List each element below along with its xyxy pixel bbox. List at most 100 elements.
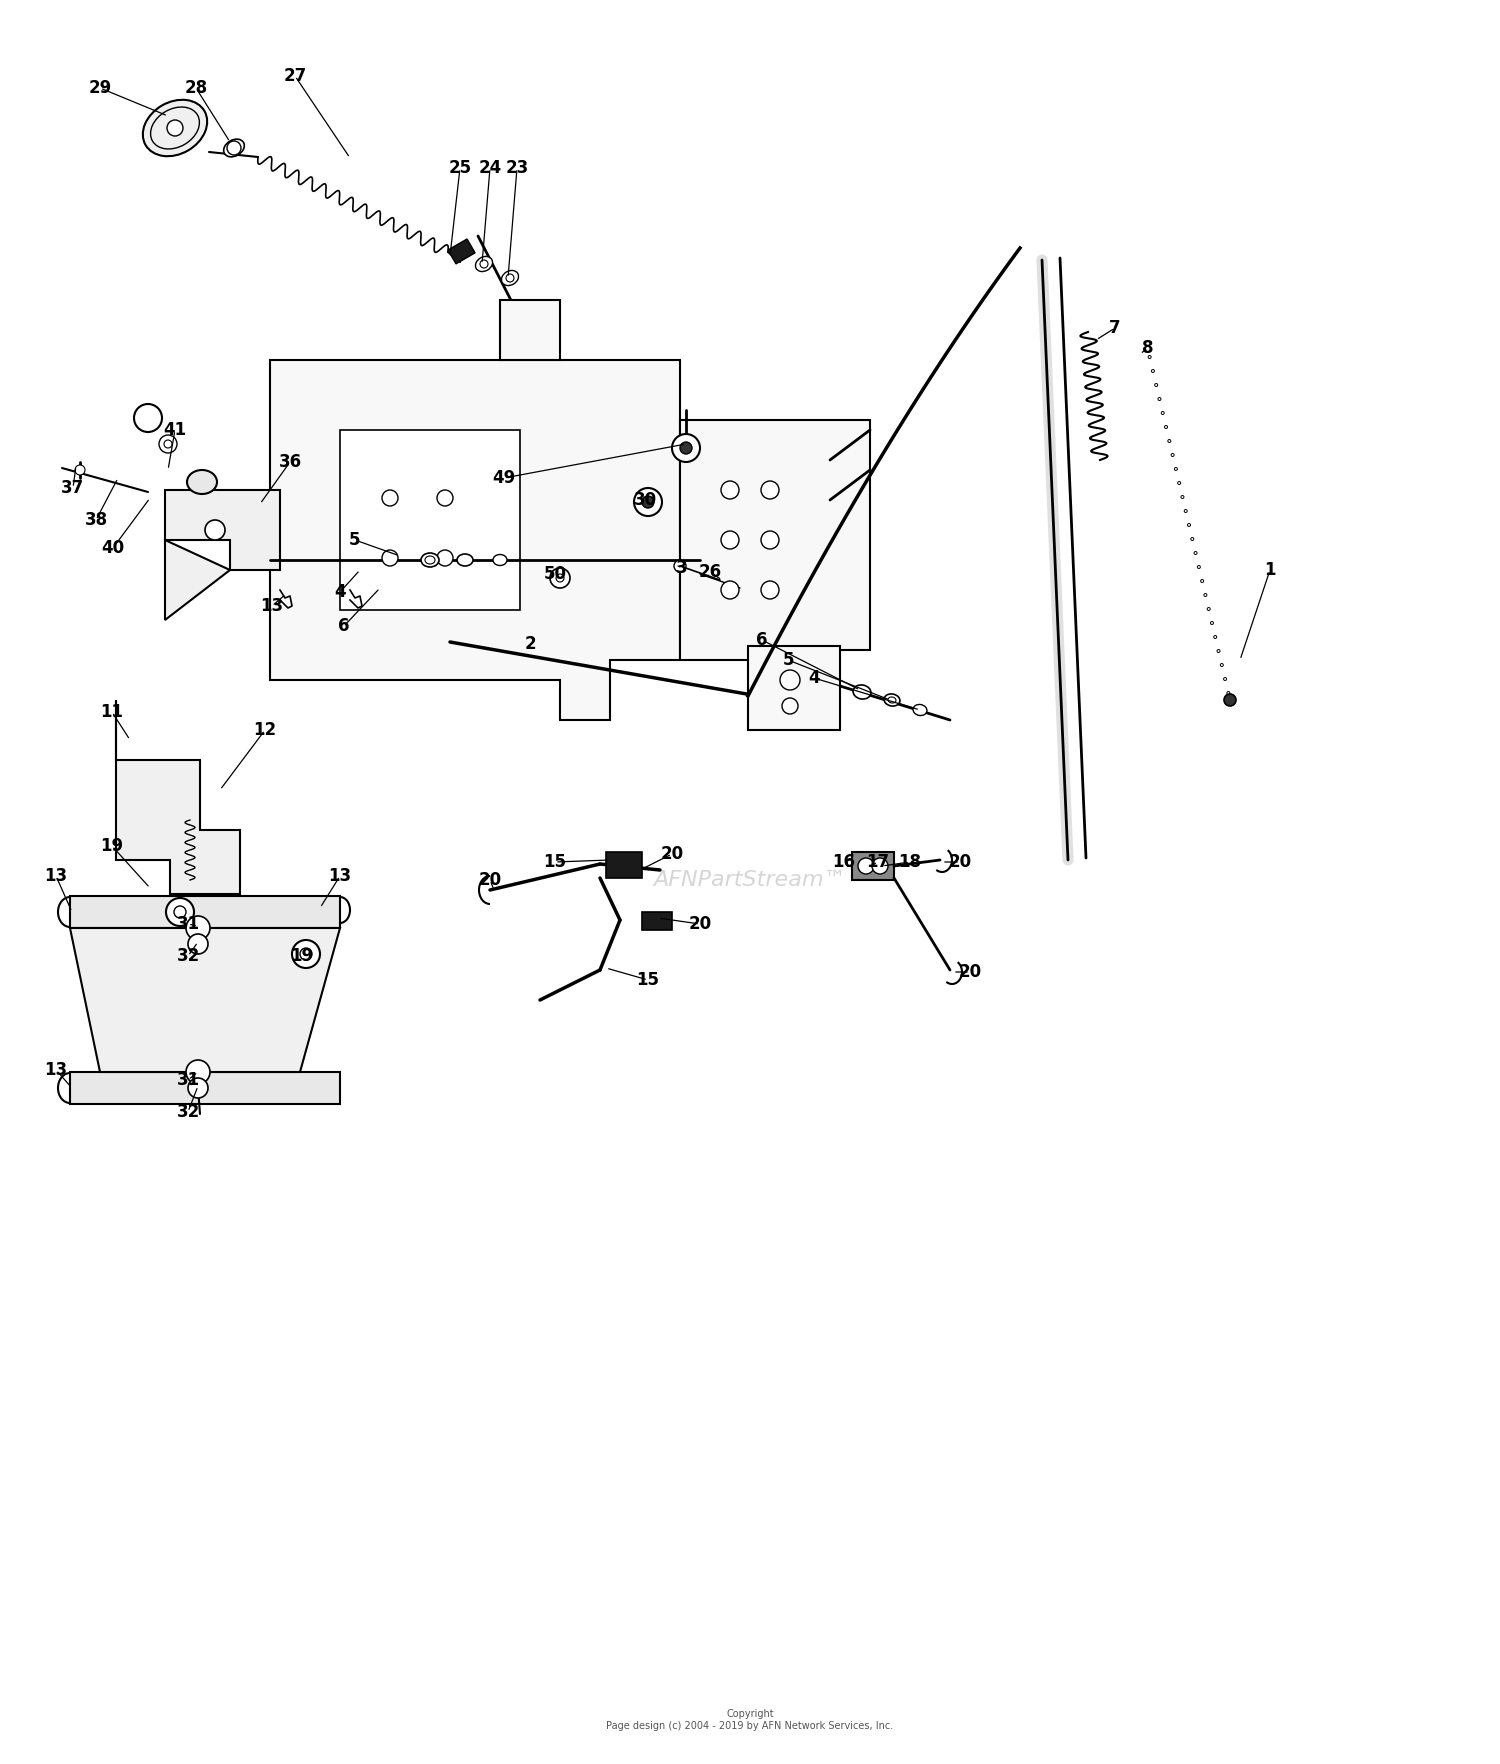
Text: 15: 15 [636,970,660,990]
Text: 20: 20 [958,963,981,981]
Circle shape [506,273,515,282]
Circle shape [760,580,778,600]
Text: 5: 5 [350,531,360,549]
Circle shape [300,947,312,960]
Text: 26: 26 [699,563,721,580]
Text: 11: 11 [100,704,123,721]
Circle shape [382,490,398,506]
Circle shape [1224,693,1236,706]
Text: 29: 29 [88,79,111,97]
Circle shape [480,259,488,268]
Text: 27: 27 [284,67,306,85]
Circle shape [159,436,177,453]
Circle shape [226,141,242,155]
Circle shape [166,898,194,926]
Circle shape [188,1078,209,1097]
Text: 13: 13 [328,866,351,886]
Ellipse shape [914,704,927,716]
Circle shape [760,531,778,549]
Circle shape [206,520,225,540]
Circle shape [188,933,209,954]
Circle shape [780,670,800,690]
Text: 32: 32 [177,947,200,965]
Polygon shape [680,420,870,700]
Ellipse shape [501,270,519,286]
Text: 19: 19 [291,947,314,965]
Text: 17: 17 [867,854,889,871]
Text: 24: 24 [478,159,501,176]
Circle shape [858,857,874,873]
Polygon shape [70,896,340,928]
Circle shape [292,940,320,968]
Text: 20: 20 [660,845,684,863]
Circle shape [436,550,453,566]
Text: 28: 28 [184,79,207,97]
Circle shape [871,857,888,873]
Circle shape [550,568,570,587]
Ellipse shape [142,101,207,157]
Ellipse shape [424,556,435,564]
Circle shape [680,443,692,453]
Circle shape [166,120,183,136]
Circle shape [186,1060,210,1085]
Text: 50: 50 [543,564,567,582]
Text: 13: 13 [45,866,68,886]
Circle shape [174,907,186,917]
Ellipse shape [888,697,896,704]
Text: 19: 19 [100,836,123,856]
Ellipse shape [224,139,245,157]
Text: 25: 25 [448,159,471,176]
Text: 5: 5 [783,651,794,669]
Text: 23: 23 [506,159,528,176]
Circle shape [782,699,798,714]
Ellipse shape [476,256,492,272]
Polygon shape [270,360,680,720]
Circle shape [134,404,162,432]
Text: 40: 40 [102,540,125,557]
Polygon shape [165,540,230,619]
Ellipse shape [853,684,871,699]
Circle shape [634,489,662,517]
Circle shape [760,482,778,499]
Text: 13: 13 [261,596,284,616]
Text: 31: 31 [177,1071,200,1088]
Circle shape [382,550,398,566]
Text: 6: 6 [339,617,350,635]
Circle shape [75,466,86,475]
Ellipse shape [422,552,440,566]
Text: 20: 20 [688,916,711,933]
Bar [340,430,520,610]
Polygon shape [116,700,240,894]
Text: 15: 15 [543,854,567,871]
Text: 49: 49 [492,469,516,487]
Text: 8: 8 [1143,339,1154,356]
Text: 4: 4 [808,669,820,686]
Circle shape [722,580,740,600]
Text: 3: 3 [676,559,688,577]
Polygon shape [165,490,280,570]
Circle shape [722,482,740,499]
Bar [852,852,894,880]
Polygon shape [748,646,840,730]
Ellipse shape [188,469,218,494]
Circle shape [436,490,453,506]
Circle shape [164,439,172,448]
Text: 32: 32 [177,1102,200,1120]
Polygon shape [70,1073,340,1104]
Polygon shape [500,300,560,360]
Ellipse shape [884,693,900,706]
Bar [642,912,672,930]
Circle shape [674,559,686,572]
Circle shape [672,434,700,462]
Text: AFNPartStream™: AFNPartStream™ [654,870,846,891]
Text: 30: 30 [633,490,657,510]
Text: 7: 7 [1108,319,1120,337]
Text: 20: 20 [478,871,501,889]
Text: 31: 31 [177,916,200,933]
Text: 13: 13 [45,1060,68,1080]
Text: 2: 2 [524,635,536,653]
Text: 18: 18 [898,854,921,871]
Circle shape [186,916,210,940]
Text: 37: 37 [62,480,84,497]
Text: 20: 20 [948,854,972,871]
